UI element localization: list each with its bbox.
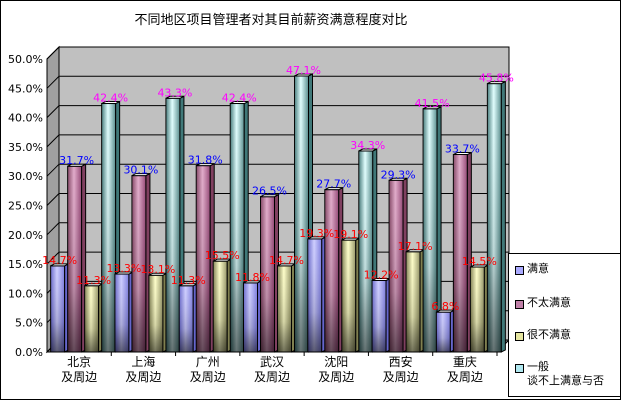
x-category-label: 沈阳 (324, 354, 348, 369)
bar (307, 236, 327, 353)
gridline (46, 75, 509, 89)
data-label: 31.8% (188, 154, 223, 167)
x-category-label: 武汉 (260, 355, 284, 369)
y-tick-label: 40.0% (8, 112, 43, 125)
x-category-label: 重庆 (453, 355, 477, 369)
legend-label: 很不满意 (527, 328, 571, 341)
y-tick-label: 35.0% (8, 141, 43, 154)
x-category-label: 及周边 (447, 370, 483, 384)
data-label: 14.7% (269, 254, 304, 267)
legend: 满意不太满意很不满意一般 谈不上满意与否 (508, 253, 621, 397)
x-category-label: 及周边 (190, 370, 226, 384)
bar (67, 163, 87, 353)
bar (50, 263, 70, 353)
bar (435, 309, 455, 353)
legend-label: 满意 (527, 262, 549, 275)
data-label: 47.1% (286, 64, 321, 77)
y-tick-label: 5.0% (15, 317, 43, 330)
data-label: 42.4% (222, 92, 257, 105)
x-category-label: 及周边 (61, 370, 97, 384)
data-label: 19.1% (333, 228, 368, 241)
bar (388, 177, 408, 353)
legend-label: 一般 谈不上满意与否 (527, 360, 604, 387)
bar (195, 162, 215, 353)
y-tick-label: 50.0% (8, 53, 43, 66)
bar (243, 280, 262, 353)
bar (341, 237, 361, 353)
data-label: 41.5% (415, 97, 450, 110)
bar (371, 277, 391, 353)
data-label: 27.7% (316, 178, 351, 191)
bar (469, 264, 489, 353)
legend-label: 不太满意 (527, 296, 571, 309)
x-category-label: 及周边 (125, 370, 161, 384)
data-label: 34.3% (350, 139, 385, 152)
data-label: 15.5% (205, 249, 240, 262)
x-category-label: 广州 (196, 355, 220, 369)
data-label: 14.7% (42, 254, 77, 267)
data-label: 45.8% (479, 72, 514, 85)
data-label: 30.1% (123, 164, 158, 177)
bar (294, 73, 313, 353)
bar (165, 95, 185, 353)
data-label: 14.5% (462, 255, 497, 268)
bar (452, 151, 472, 353)
bar (324, 186, 344, 353)
x-category-label: 及周边 (318, 370, 354, 384)
data-label: 31.7% (59, 154, 94, 167)
bar (277, 263, 296, 353)
gridline (46, 105, 509, 118)
bar (84, 282, 104, 353)
bar (405, 248, 425, 353)
data-label: 12.2% (364, 269, 399, 282)
x-category-label: 及周边 (254, 370, 290, 384)
bar (422, 106, 442, 353)
y-tick-label: 45.0% (8, 82, 43, 95)
data-label: 19.3% (299, 227, 334, 240)
data-label: 11.8% (235, 271, 270, 284)
chart-title: 不同地区项目管理者对其目前薪资满意程度对比 (134, 13, 408, 28)
bar (101, 100, 121, 353)
bar (178, 282, 198, 353)
legend-swatch (515, 266, 524, 275)
data-label: 6.8% (431, 300, 459, 313)
gridline (46, 46, 509, 60)
data-label: 11.3% (171, 274, 206, 287)
data-label: 13.1% (140, 263, 175, 276)
legend-swatch (515, 332, 524, 341)
bar (212, 258, 232, 353)
legend-swatch (515, 300, 524, 309)
data-label: 17.1% (398, 240, 433, 253)
x-category-label: 北京 (67, 355, 91, 369)
y-tick-label: 30.0% (8, 170, 43, 183)
data-label: 43.3% (157, 86, 192, 99)
x-category-label: 西安 (389, 354, 413, 369)
data-label: 29.3% (381, 168, 416, 181)
bar (148, 272, 168, 353)
y-tick-label: 15.0% (8, 258, 43, 271)
data-label: 42.4% (93, 92, 128, 105)
data-label: 11.3% (76, 274, 111, 287)
legend-swatch (515, 364, 524, 373)
bar (131, 172, 151, 353)
x-category-label: 及周边 (383, 370, 419, 384)
bar (114, 271, 134, 353)
x-category-label: 上海 (131, 354, 155, 369)
gridline (46, 134, 509, 148)
data-label: 13.3% (106, 262, 141, 275)
y-tick-label: 10.0% (8, 287, 43, 300)
y-tick-label: 25.0% (8, 200, 43, 213)
y-tick-label: 20.0% (8, 229, 43, 242)
data-label: 26.5% (252, 185, 287, 198)
bar (486, 80, 506, 353)
data-label: 33.7% (445, 143, 480, 156)
y-tick-label: 0.0% (15, 346, 43, 359)
